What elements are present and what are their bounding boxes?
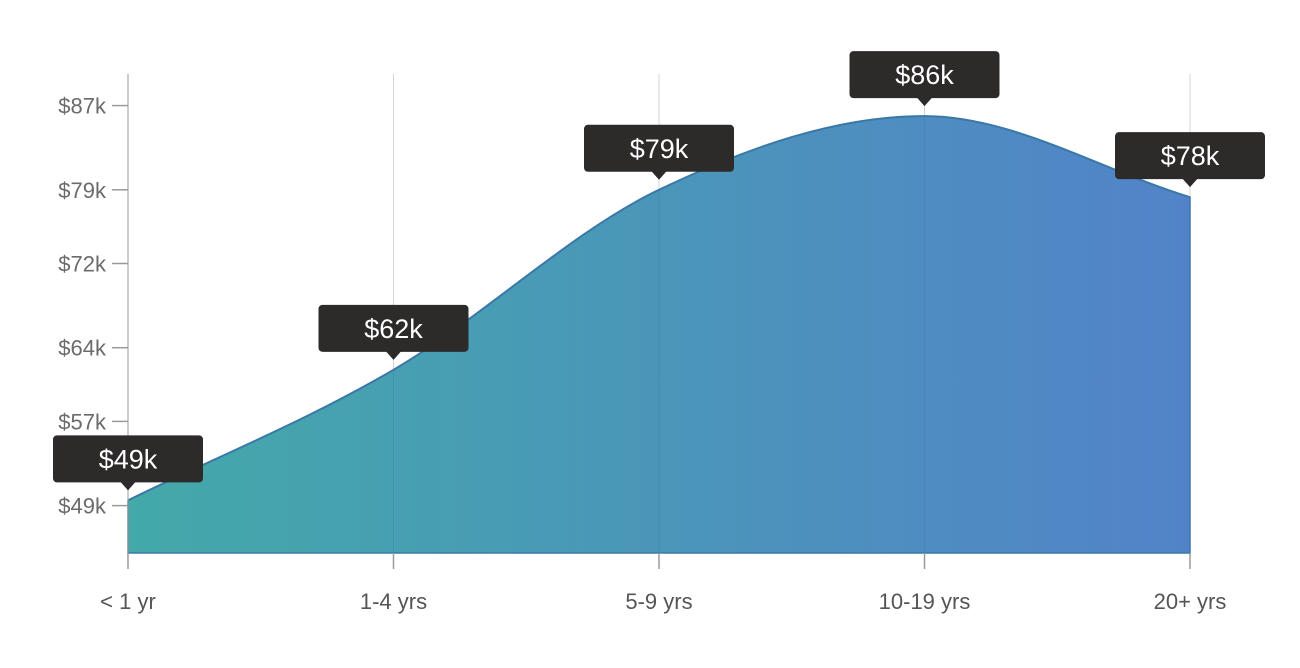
y-tick-label: $87k: [58, 94, 107, 119]
data-label-bubble-0: $49k: [53, 435, 203, 491]
data-label-text: $49k: [99, 444, 158, 474]
x-category-label: 1-4 yrs: [360, 589, 427, 614]
data-label-pointer: [120, 481, 136, 491]
area-layer: [127, 115, 1191, 554]
data-label-box: [1115, 132, 1265, 180]
data-label-pointer: [916, 97, 933, 107]
data-label-bubble-2: $79k: [584, 124, 734, 180]
y-tick-label: $49k: [58, 494, 107, 519]
data-label-text: $86k: [895, 60, 954, 90]
y-tick-label: $79k: [58, 178, 107, 203]
data-label-box: [584, 124, 734, 172]
x-category-label: 20+ yrs: [1154, 589, 1227, 614]
data-label-box: [53, 435, 203, 483]
overlay-grid-layer: [393, 116, 925, 553]
data-label-text: $79k: [630, 134, 689, 164]
y-tick-label: $72k: [58, 251, 107, 276]
label-layer: $49k $62k $79k $86k $78k: [53, 51, 1265, 491]
data-label-bubble-3: $86k: [849, 51, 1000, 107]
y-tick-label: $64k: [58, 336, 107, 361]
x-category-label: 5-9 yrs: [625, 589, 692, 614]
data-label-text: $62k: [364, 314, 423, 344]
data-label-box: [849, 51, 1000, 99]
x-category-label: < 1 yr: [100, 589, 156, 614]
data-label-pointer: [1182, 178, 1198, 188]
x-category-label: 10-19 yrs: [879, 589, 971, 614]
data-label-pointer: [651, 170, 667, 180]
data-label-pointer: [385, 350, 402, 360]
data-label-text: $78k: [1161, 141, 1220, 171]
data-label-bubble-1: $62k: [318, 304, 469, 360]
data-label-box: [318, 304, 469, 352]
y-tick-label: $57k: [58, 409, 107, 434]
area-series-line: [127, 115, 1191, 502]
axis-layer: $49k $57k $64k $72k $79k $87k < 1 yr 1-4 yrs 5-9…: [58, 74, 1226, 614]
data-label-bubble-4: $78k: [1115, 132, 1265, 188]
